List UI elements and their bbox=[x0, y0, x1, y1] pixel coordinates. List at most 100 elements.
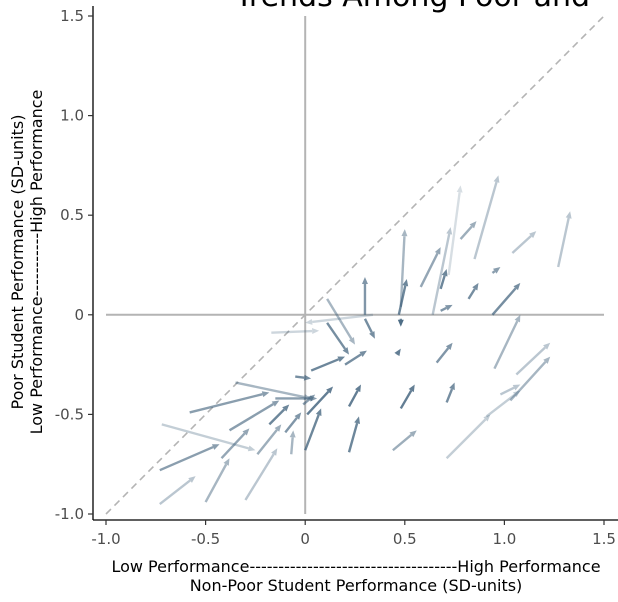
x-tick-label: 1.0 bbox=[492, 530, 516, 548]
arrow-shaft bbox=[499, 386, 515, 396]
arrow bbox=[305, 313, 374, 325]
arrow-shaft bbox=[220, 432, 246, 460]
arrow-shaft bbox=[306, 390, 330, 416]
arrow-head bbox=[271, 448, 278, 456]
arrow bbox=[326, 298, 355, 345]
arrow-shaft bbox=[347, 422, 359, 453]
arrow-head bbox=[337, 356, 346, 363]
arrow-shaft bbox=[310, 358, 340, 372]
x-tick-label: -0.5 bbox=[191, 530, 220, 548]
axes bbox=[92, 6, 618, 521]
arrow bbox=[557, 211, 572, 268]
arrow-shaft bbox=[439, 275, 446, 290]
arrow-head bbox=[294, 412, 302, 420]
arrow-head bbox=[271, 400, 280, 407]
arrow-shaft bbox=[159, 445, 214, 472]
arrow bbox=[363, 318, 375, 339]
arrow-head bbox=[449, 382, 455, 391]
arrow-head bbox=[493, 175, 500, 183]
arrow bbox=[284, 412, 302, 434]
arrow bbox=[485, 390, 521, 418]
arrow bbox=[440, 304, 453, 312]
y-tick-label: 0.5 bbox=[60, 206, 84, 224]
arrow bbox=[306, 386, 334, 416]
arrow bbox=[310, 356, 346, 372]
arrow-shaft bbox=[204, 463, 228, 503]
arrow-shaft bbox=[347, 390, 359, 408]
arrow bbox=[493, 314, 521, 370]
arrow bbox=[459, 221, 477, 240]
arrow bbox=[397, 278, 409, 316]
arrow bbox=[435, 342, 453, 364]
arrow-shaft bbox=[445, 388, 454, 403]
arrow-head bbox=[282, 404, 290, 412]
arrow-shaft bbox=[304, 414, 320, 451]
arrow-head bbox=[441, 268, 448, 277]
arrow-shaft bbox=[509, 361, 547, 402]
arrow-layer bbox=[159, 175, 572, 505]
arrow-head bbox=[312, 328, 320, 335]
arrow-head bbox=[512, 390, 521, 398]
arrow-head bbox=[543, 342, 551, 350]
chart-title: Trends Among Poor and bbox=[234, 0, 590, 14]
arrow-head bbox=[445, 342, 453, 351]
x-ticks: -1.0 -0.5 0 0.5 1.0 1.5 bbox=[91, 520, 616, 548]
arrow-head bbox=[409, 430, 417, 438]
arrow bbox=[344, 350, 367, 366]
arrow-shaft bbox=[467, 288, 476, 300]
arrow-shaft bbox=[302, 398, 311, 406]
arrow-shaft bbox=[491, 270, 496, 274]
y-axis-title-line1: Poor Student Performance (SD-units) bbox=[8, 115, 27, 410]
arrow-head bbox=[543, 356, 551, 364]
arrow bbox=[431, 227, 453, 316]
arrow-head bbox=[307, 394, 316, 402]
arrow bbox=[256, 424, 282, 455]
arrow bbox=[220, 428, 250, 460]
arrow-head bbox=[361, 276, 368, 284]
arrow-shaft bbox=[491, 287, 517, 316]
arrow-shaft bbox=[485, 393, 516, 418]
arrow-shaft bbox=[271, 329, 313, 334]
arrow bbox=[511, 231, 537, 254]
arrow bbox=[347, 416, 361, 453]
arrow-head bbox=[305, 318, 313, 325]
arrow-head bbox=[274, 424, 282, 432]
arrow-shaft bbox=[459, 225, 473, 240]
arrow bbox=[397, 318, 404, 327]
arrow-shaft bbox=[344, 353, 362, 366]
arrow-head bbox=[303, 374, 312, 381]
arrow-shaft bbox=[244, 453, 275, 501]
arrow bbox=[228, 400, 280, 432]
arrow-head bbox=[565, 211, 572, 219]
arrow-shaft bbox=[447, 192, 461, 276]
arrow-head bbox=[326, 386, 334, 394]
arrow bbox=[159, 476, 196, 505]
arrow-head bbox=[354, 416, 361, 424]
arrow-head bbox=[211, 444, 220, 450]
arrow-head bbox=[513, 282, 521, 291]
arrow-head bbox=[529, 231, 537, 239]
arrow-shaft bbox=[326, 298, 353, 340]
arrow-shaft bbox=[511, 234, 532, 254]
x-tick-label: -1.0 bbox=[91, 530, 120, 548]
arrow-shaft bbox=[290, 437, 294, 455]
arrow-shaft bbox=[435, 347, 450, 364]
diagonal-reference-line bbox=[105, 15, 605, 515]
y-tick-label: -1.0 bbox=[55, 505, 84, 523]
arrow-shaft bbox=[256, 429, 278, 455]
arrow-head bbox=[247, 445, 256, 452]
arrow-shaft bbox=[284, 417, 298, 434]
arrow-head bbox=[514, 314, 521, 323]
arrow-head bbox=[394, 348, 401, 357]
x-tick-label: 1.5 bbox=[592, 530, 616, 548]
arrow-head bbox=[456, 185, 463, 193]
arrow bbox=[361, 276, 368, 315]
arrow bbox=[304, 408, 322, 451]
arrow-shaft bbox=[268, 408, 286, 426]
arrow-head bbox=[315, 408, 322, 417]
arrow-head bbox=[434, 247, 441, 255]
arrow-shaft bbox=[515, 346, 546, 376]
y-axis-title-line2: Low Performance-----------High Performan… bbox=[27, 90, 46, 435]
arrow-head bbox=[402, 278, 409, 287]
arrow-head bbox=[401, 229, 408, 237]
